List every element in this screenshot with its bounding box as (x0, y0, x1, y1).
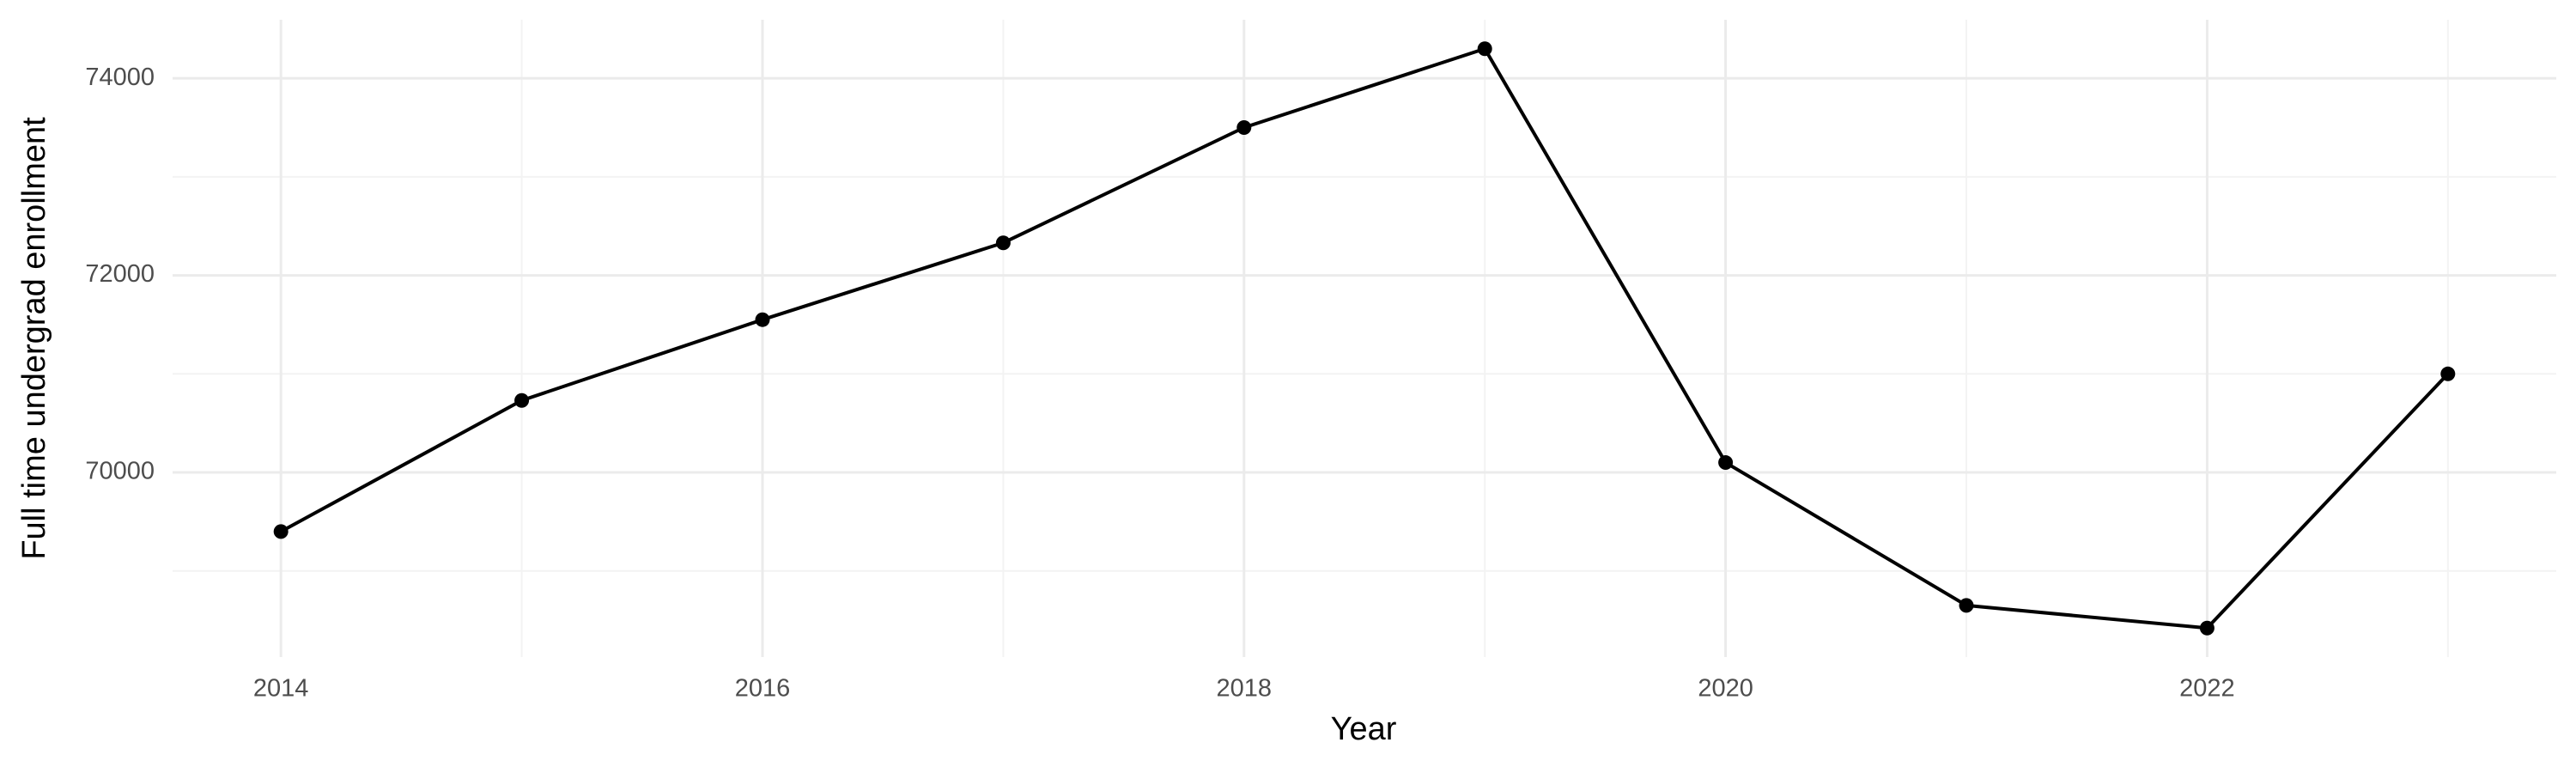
x-axis-title: Year (1331, 711, 1397, 747)
point (273, 524, 289, 539)
y-tick-label: 72000 (85, 260, 155, 288)
grid (173, 20, 2556, 657)
point (2199, 620, 2215, 636)
point (1718, 455, 1734, 471)
line (280, 46, 2450, 630)
y-tick-label: 70000 (85, 458, 155, 485)
x-tick-label: 2014 (253, 675, 309, 703)
point (995, 235, 1011, 251)
point (1236, 120, 1252, 136)
y-tick-label: 74000 (85, 64, 155, 91)
y-axis-title: Full time undergrad enrollment (16, 117, 52, 560)
point (1959, 598, 1974, 613)
x-tick-label: 2018 (1217, 675, 1273, 703)
x-tick-label: 2016 (735, 675, 791, 703)
point (1477, 41, 1492, 57)
point (2440, 366, 2456, 381)
x-tick-label: 2020 (1698, 675, 1753, 703)
point (514, 393, 530, 408)
point (755, 312, 770, 327)
x-tick-label: 2022 (2179, 675, 2235, 703)
marks (273, 41, 2456, 636)
